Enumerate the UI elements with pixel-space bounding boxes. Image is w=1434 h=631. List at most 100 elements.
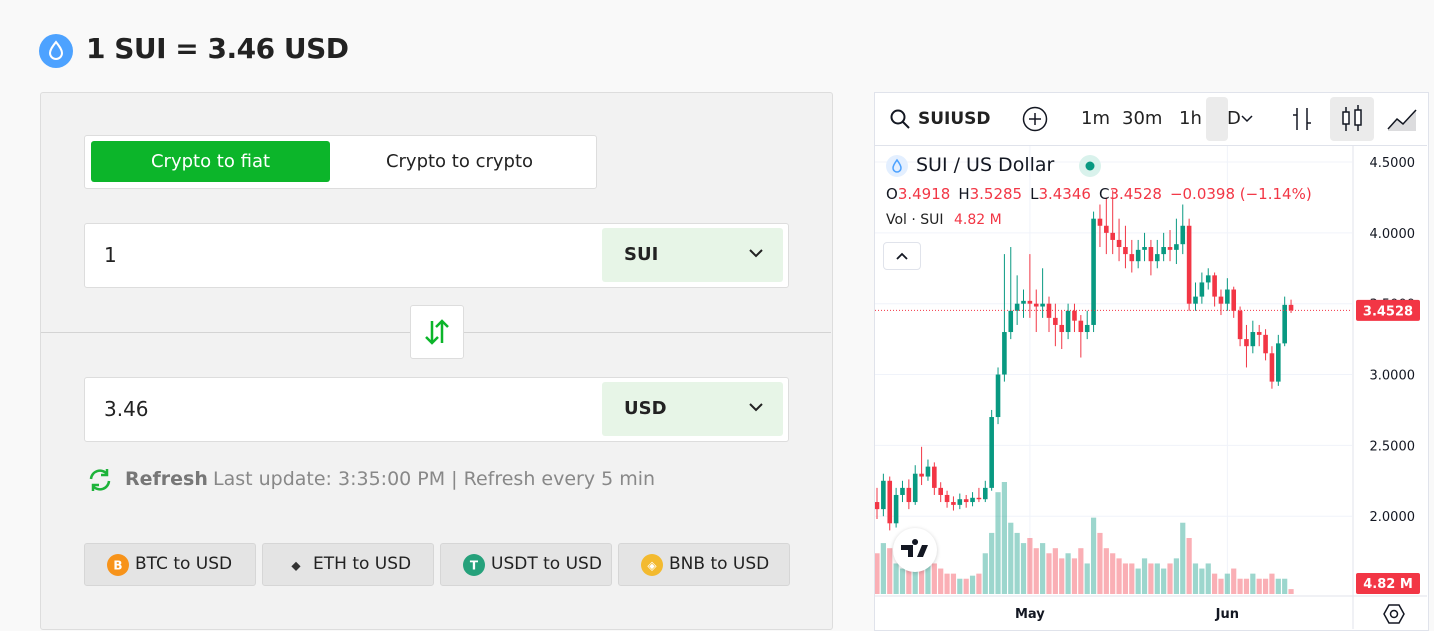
quick-link[interactable]: T USDT to USD [440, 543, 612, 586]
volume-bar [1224, 573, 1230, 594]
candle-body [875, 502, 880, 510]
candle-body [995, 374, 1001, 418]
x-tick-label: May [1015, 607, 1045, 622]
volume-title: Vol · SUI [886, 212, 944, 228]
candle-body [1104, 225, 1109, 233]
bars-icon[interactable] [1290, 105, 1314, 133]
candle-body [1040, 303, 1045, 307]
change: −0.0398 (−1.14%) [1169, 185, 1312, 203]
candle-body [1097, 218, 1103, 226]
result-input[interactable]: 3.46 USD [84, 377, 789, 442]
y-tick-label: 4.0000 [1370, 227, 1416, 242]
volume-bar [875, 553, 880, 594]
tradingview-logo[interactable] [893, 528, 937, 572]
candle-body [1174, 244, 1179, 250]
candle-body [1053, 317, 1058, 325]
candle-body [1180, 225, 1186, 245]
svg-text:B: B [113, 559, 122, 573]
quick-link[interactable]: ◆ ETH to USD [262, 543, 434, 586]
chart-widget [874, 92, 1429, 631]
candle-body [1033, 303, 1039, 307]
candle-body [1091, 218, 1096, 325]
volume-bar [976, 573, 982, 594]
volume-bar [1084, 563, 1090, 594]
candle-body [1186, 225, 1192, 304]
x-tick-label: Jun [1215, 607, 1239, 622]
price-chart: 2.00002.50003.00003.50004.00004.5000MayJ… [875, 146, 1427, 629]
symbol[interactable]: SUIUSD [918, 109, 991, 129]
volume-bar [1269, 573, 1275, 594]
volume-bar [982, 553, 988, 594]
candle-body [906, 487, 912, 503]
chart-toolbar: SUIUSD 1m 30m 1h D [875, 93, 1427, 146]
coin-icon: ◆ [285, 554, 307, 576]
add-icon[interactable] [1022, 106, 1048, 132]
candle-body [1123, 247, 1128, 255]
candle-body [1244, 339, 1249, 347]
volume-bar [1275, 578, 1281, 594]
candle-body [1129, 254, 1135, 262]
last-price-box [1356, 299, 1420, 321]
svg-text:◆: ◆ [291, 559, 301, 573]
amount-input[interactable]: 1 SUI [84, 223, 789, 288]
ohlc-row: O3.4918 H3.5285 L3.4346 C3.4528 −0.0398 (−1.… [886, 185, 1312, 203]
refresh-button[interactable]: Refresh [125, 468, 208, 490]
candle-body [1250, 332, 1256, 347]
candle-body [1225, 289, 1230, 304]
volume-bar [1090, 517, 1097, 594]
candle-body [1269, 353, 1275, 382]
candle-body [1014, 303, 1020, 311]
interval[interactable]: 30m [1122, 108, 1163, 129]
quick-link[interactable]: B BTC to USD [84, 543, 256, 586]
quick-link[interactable]: ◈ BNB to USD [618, 543, 790, 586]
volume-bar [1154, 563, 1160, 594]
page-title: 1 SUI = 3.46 USD [86, 32, 349, 65]
interval[interactable]: 1m [1081, 108, 1110, 129]
candle-body [976, 497, 982, 500]
ohlc-value: 3.5285 [969, 185, 1023, 203]
tab[interactable]: Crypto to fiat [91, 141, 330, 182]
settings-icon[interactable] [1383, 603, 1405, 625]
search-icon[interactable] [890, 109, 910, 129]
volume-bar [1282, 578, 1288, 594]
candle-body [1148, 247, 1154, 262]
volume-bar [938, 568, 944, 594]
volume-bar [1014, 532, 1020, 594]
volume-bar [1288, 589, 1294, 594]
chevron [749, 249, 763, 258]
area-icon[interactable] [1386, 105, 1420, 133]
tab[interactable]: Crypto to crypto [385, 151, 534, 172]
currency-select[interactable]: SUI [602, 228, 783, 282]
amount: 3.46 [104, 397, 149, 421]
volume-bar [950, 573, 957, 594]
volume-bar [931, 563, 937, 594]
volume-bar [1141, 558, 1148, 594]
volume-bar [957, 578, 963, 594]
collapse-button[interactable] [883, 242, 921, 270]
candle-body [1167, 247, 1173, 250]
volume-bar [995, 492, 1001, 594]
volume-bar [1008, 522, 1014, 594]
interval[interactable]: 1h [1179, 108, 1202, 129]
candles-button[interactable] [1330, 97, 1374, 141]
y-tick-label: 2.5000 [1370, 439, 1416, 454]
interval[interactable]: D [1227, 108, 1241, 129]
refresh-icon[interactable] [86, 466, 114, 494]
coin-icon: T [463, 554, 485, 576]
candle-body [925, 466, 931, 477]
candle-body [944, 494, 950, 503]
candle-body [1205, 275, 1211, 283]
currency-select[interactable]: USD [602, 382, 783, 436]
volume-bar [1071, 558, 1078, 594]
candle-body [1193, 296, 1198, 304]
volume-bar [1052, 548, 1058, 594]
swap-button[interactable] [410, 305, 464, 359]
candle-body [963, 499, 969, 503]
chevron-up [896, 252, 908, 260]
candle-body [1161, 247, 1166, 255]
volume-bar [1122, 563, 1129, 594]
mode-tabs: Crypto to fiat Crypto to crypto [84, 135, 597, 189]
candle-body [1059, 324, 1065, 333]
chevron[interactable] [1241, 115, 1253, 123]
